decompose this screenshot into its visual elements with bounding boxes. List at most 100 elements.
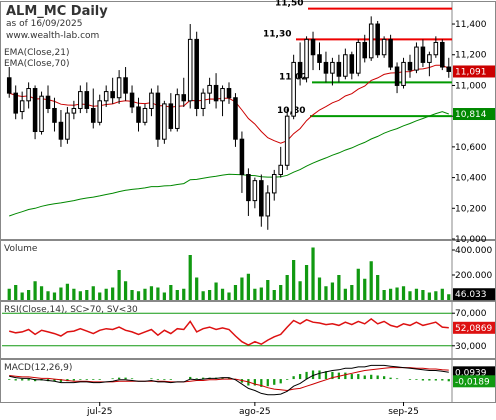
volume-bar [27,290,31,300]
volume-bar [207,290,212,300]
candle-down [45,95,51,109]
candle-up [343,54,348,77]
candle-down [155,92,161,140]
macd-hist-tag: -0,0189 [455,377,490,387]
volume-bar [311,247,315,300]
candle-down [110,91,115,99]
volume-bar [123,281,128,300]
volume-bar [39,286,44,300]
macd-signal-line [9,367,449,392]
volume-bar [266,280,270,300]
price-tag-ema70: 10,814 [455,110,487,120]
candle-up [284,115,290,166]
candle-up [265,192,271,217]
volume-bar [382,290,386,300]
volume-bar [324,286,328,300]
volume-bar [285,275,289,300]
candle-up [149,92,154,109]
candle-down [297,61,303,79]
candle-up [252,180,258,202]
month-label: sep-25 [388,407,419,417]
price-tag-ema70-bg [453,108,495,121]
price-tick-label: 10,400 [455,174,487,184]
level-label: 11,50 [275,0,303,9]
macd-title: MACD(12,26,9) [4,363,72,373]
volume-bar [201,291,205,300]
price-tick-label: 11,400 [455,20,487,30]
volume-bar [401,286,406,300]
candle-down [310,38,316,56]
chart-subtitle: as of 16/09/2025 [6,19,82,29]
candle-down [233,97,238,140]
candle-down [90,107,96,123]
ema70-line [9,111,449,217]
volume-bar [369,261,373,300]
volume-bar [414,288,419,300]
volume-bar [104,288,108,300]
price-tick-label: 10,000 [455,235,487,245]
candle-up [175,94,180,129]
volume-bar [350,285,354,300]
candle-up [187,38,193,102]
candle-up [200,92,206,109]
candle-down [136,106,141,123]
level-label: 11,30 [263,29,291,39]
volume-tick-label: 400.000 [455,246,492,256]
rsi-tick-label: 30,000 [455,342,487,352]
volume-bar [395,287,399,300]
macd-hist-tag-bg [453,375,495,388]
candle-up [71,107,77,114]
volume-bar [246,273,251,300]
volume-bar [188,255,192,300]
macd-tag: 0,0939 [455,368,487,378]
volume-bar [330,282,335,300]
candle-down [181,94,187,102]
candle-up [401,61,406,86]
volume-bar [98,292,102,300]
rsi-tick-label: 70,000 [455,309,487,319]
volume-bar [427,292,431,300]
candle-down [323,61,329,74]
candle-up [116,77,122,99]
volume-bar [52,292,57,300]
candle-up [427,54,432,63]
candle-up [330,61,335,74]
candle-down [52,107,57,123]
volume-bar [46,291,50,300]
candle-up [207,84,212,94]
volume-bar [162,292,166,300]
candle-up [26,88,31,102]
candle-down [440,41,445,68]
candle-down [239,138,245,176]
volume-bar [7,288,11,300]
candle-up [142,107,148,123]
price-tick-label: 10,600 [455,143,487,153]
month-label: jul-25 [86,407,112,417]
candle-down [84,91,90,109]
volume-bar [272,290,276,300]
month-label: ago-25 [239,407,271,417]
volume-bar [149,286,154,300]
volume-bar [182,288,186,300]
candle-down [213,84,219,102]
volume-bar [33,281,37,300]
candle-down [129,92,135,108]
candle-up [19,100,25,113]
volume-bar [317,277,322,300]
level-label: 10,80 [277,106,305,116]
volume-bar [388,288,393,300]
candle-up [304,38,309,79]
volume-bar [85,290,89,300]
candle-down [168,103,174,129]
legend-ema70: EMA(Close,70) [4,59,69,69]
rsi-tag: 52,0869 [455,324,492,334]
volume-bar [240,277,244,300]
candle-down [32,88,38,133]
volume-bar [220,288,225,300]
candle-up [381,38,387,56]
volume-bar [376,275,380,300]
rsi-tag-bg [453,321,495,334]
candle-down [58,121,64,140]
volume-bar [175,290,179,300]
